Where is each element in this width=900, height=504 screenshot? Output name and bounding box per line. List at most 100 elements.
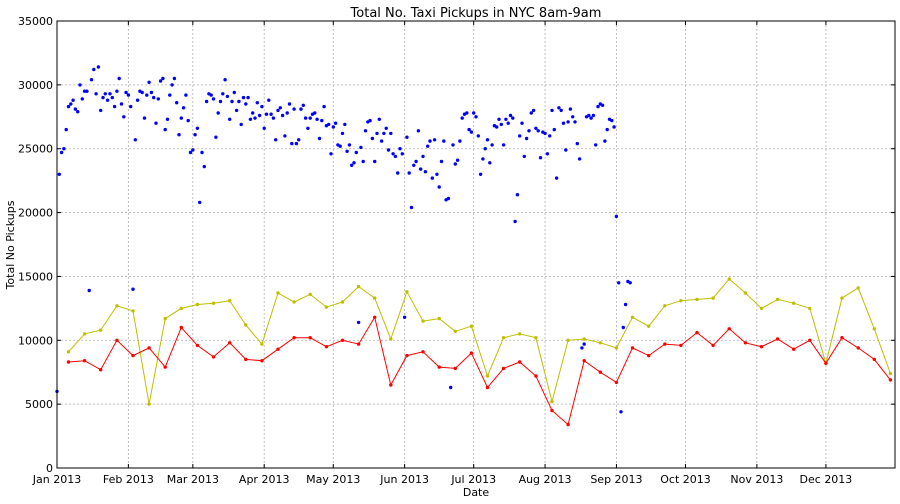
series-2-point	[792, 347, 796, 351]
series-1-point	[99, 328, 103, 332]
series-0-point	[218, 99, 223, 104]
y-tick-label: 5000	[25, 398, 53, 411]
series-0-point	[156, 97, 160, 101]
series-0-point	[241, 95, 246, 100]
series-1-point	[727, 277, 731, 281]
series-0-point	[359, 145, 363, 150]
series-0-point	[386, 148, 391, 152]
series-1-point	[518, 332, 522, 336]
series-0-point	[331, 125, 335, 129]
series-0-point	[506, 121, 510, 125]
series-2-point	[276, 347, 280, 351]
series-0-point	[619, 410, 623, 414]
series-0-point	[274, 138, 278, 142]
series-0-point	[147, 80, 151, 85]
series-0-point	[361, 159, 365, 164]
series-2-point	[163, 365, 167, 369]
y-tick-label: 25000	[18, 143, 53, 156]
series-0-point	[538, 156, 543, 160]
series-0-point	[497, 117, 501, 122]
series-2-point	[292, 336, 296, 340]
series-2-point	[695, 330, 699, 335]
series-0-point	[248, 117, 253, 122]
series-2-point	[598, 370, 602, 374]
series-0-point	[391, 152, 395, 156]
series-0	[55, 65, 632, 414]
series-0-point	[548, 134, 552, 138]
series-0-point	[216, 111, 220, 115]
series-0-point	[612, 125, 616, 129]
series-0-point	[345, 149, 349, 153]
series-2-point	[582, 359, 586, 363]
series-0-point	[76, 110, 80, 114]
series-0-point	[451, 143, 455, 147]
series-0-point	[264, 112, 269, 116]
series-0-point	[409, 205, 414, 210]
series-0-point	[472, 111, 476, 115]
series-0-point	[200, 150, 204, 155]
y-tick-label: 20000	[18, 207, 53, 220]
series-0-point	[522, 154, 526, 159]
series-2-point	[485, 385, 490, 390]
series-2-point	[501, 366, 506, 371]
series-0-point	[400, 152, 404, 156]
series-0-point	[439, 159, 444, 164]
series-0-point	[126, 93, 131, 97]
series-0-point	[278, 106, 282, 110]
series-0-point	[407, 171, 411, 175]
series-2-point	[808, 338, 812, 342]
series-0-point	[292, 107, 296, 111]
series-1-point	[340, 300, 345, 304]
series-0-point	[131, 287, 135, 291]
x-axis-label: Date	[463, 486, 490, 499]
series-1-point	[179, 306, 183, 311]
series-0-point	[467, 127, 471, 132]
series-2-point	[228, 341, 232, 345]
series-0-point	[119, 102, 124, 106]
series-0-point	[66, 104, 71, 109]
series-1-point	[679, 299, 683, 303]
series-1-point	[66, 350, 71, 354]
series-0-point	[363, 129, 368, 133]
series-2-point	[647, 353, 651, 358]
series-2-point	[244, 357, 248, 362]
series-0-point	[322, 104, 326, 109]
series-2-point	[131, 353, 135, 358]
series-0-point	[580, 346, 584, 350]
series-0-point	[561, 121, 566, 125]
series-0-point	[223, 78, 227, 82]
series-0-point	[474, 115, 478, 119]
series-0-point	[589, 116, 593, 120]
series-0-point	[577, 157, 582, 161]
series-0-point	[239, 122, 243, 127]
series-2	[66, 315, 893, 427]
series-1-point	[115, 304, 119, 308]
series-1-point	[743, 291, 748, 295]
series-0-point	[165, 117, 170, 122]
series-2-point	[373, 315, 377, 319]
series-0-point	[617, 281, 621, 285]
series-0-point	[313, 111, 317, 115]
series-0-point	[490, 143, 494, 147]
series-0-point	[426, 144, 430, 148]
series-0-point	[251, 111, 255, 115]
series-0-point	[524, 136, 529, 141]
series-0-point	[600, 103, 605, 108]
series-0-point	[198, 200, 202, 205]
series-0-point	[181, 106, 186, 110]
series-1-point	[501, 336, 506, 340]
series-0-point	[587, 113, 591, 118]
series-0-point	[186, 118, 190, 123]
series-2-point	[82, 359, 87, 363]
series-0-point	[260, 104, 264, 109]
series-0-point	[294, 141, 299, 146]
series-0-point	[343, 122, 347, 127]
series-0-point	[485, 138, 490, 142]
series-0-point	[495, 125, 499, 129]
series-0-point	[94, 92, 98, 96]
series-1-point	[872, 327, 876, 331]
series-0-point	[99, 108, 103, 113]
series-0-point	[350, 163, 354, 167]
series-1-point	[276, 291, 280, 295]
series-0-point	[142, 116, 147, 120]
